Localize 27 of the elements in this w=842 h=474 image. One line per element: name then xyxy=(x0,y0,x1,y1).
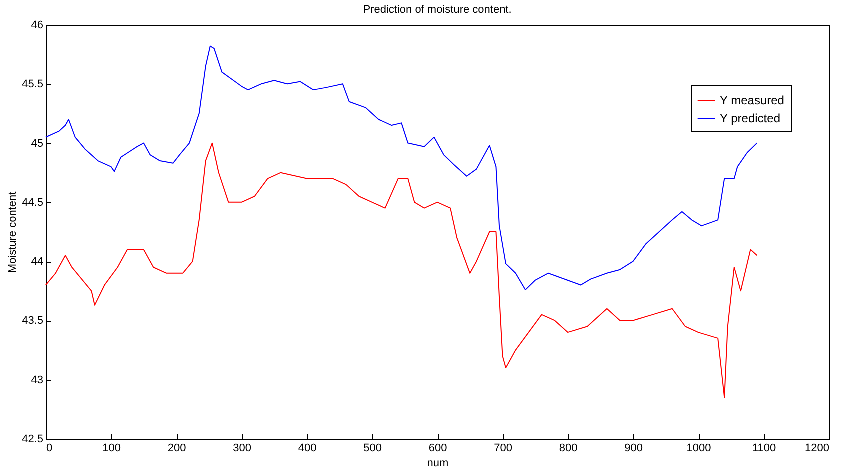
y-tick-label: 43 xyxy=(31,374,44,386)
y-tick-label: 43.5 xyxy=(22,315,44,328)
chart-title: Prediction of moisture content. xyxy=(363,4,512,16)
y-tick-label: 46 xyxy=(31,20,44,32)
x-tick-label: 200 xyxy=(168,442,186,454)
x-tick-label: 600 xyxy=(428,442,448,454)
x-tick-label: 100 xyxy=(102,442,121,454)
y-tick-label: 44 xyxy=(31,256,44,268)
x-tick-label: 1000 xyxy=(686,442,712,454)
y-axis-title: Moisture content xyxy=(7,192,20,274)
legend-label: Y measured xyxy=(720,94,784,108)
x-tick-label: 300 xyxy=(233,442,252,454)
y-tick-label: 45 xyxy=(31,138,44,150)
line-series xyxy=(46,142,758,398)
x-axis-title: num xyxy=(427,458,449,470)
legend-label: Y predicted xyxy=(720,112,780,126)
x-tick-label: 700 xyxy=(494,442,512,454)
x-tick-label: 400 xyxy=(298,442,317,454)
x-tick-label: 0 xyxy=(46,442,53,454)
x-tick-label: 1100 xyxy=(752,442,776,454)
x-tick-label: 500 xyxy=(364,442,382,454)
x-tick-label: 1200 xyxy=(805,442,830,454)
x-tick-label: 900 xyxy=(624,442,643,454)
x-tick-label: 800 xyxy=(559,442,578,454)
y-tick-label: 44.5 xyxy=(22,196,44,209)
y-tick-label: 45.5 xyxy=(22,78,44,91)
y-tick-label: 42.5 xyxy=(22,434,44,446)
